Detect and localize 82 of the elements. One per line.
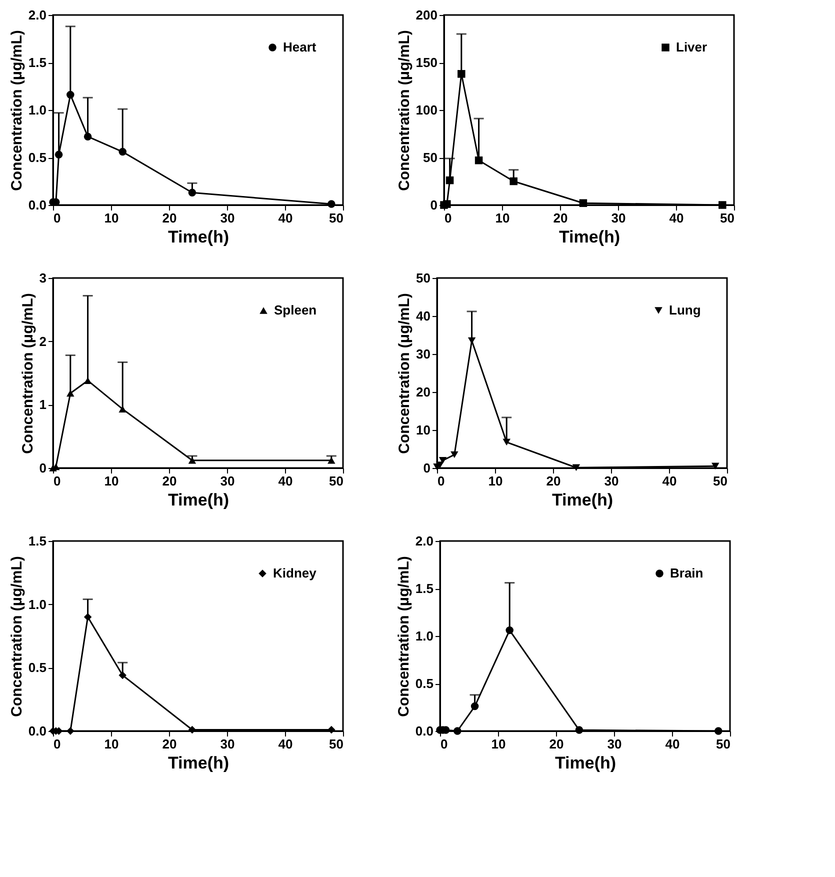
x-tick-label: 40 [662, 474, 677, 488]
y-tick-label: 1.5 [415, 581, 434, 596]
y-tick-label: 0.5 [415, 676, 434, 691]
y-axis-title: Concentration (μg/mL) [396, 293, 414, 454]
y-tick-label: 0 [423, 460, 430, 476]
x-tick-label: 10 [491, 736, 506, 752]
legend-label: Lung [669, 302, 701, 318]
y-tick-label: 200 [416, 8, 438, 22]
x-tick-label: 30 [220, 210, 235, 226]
legend-label: Brain [670, 566, 704, 580]
y-tick-label: 50 [423, 150, 438, 165]
x-axis-title: Time(h) [552, 490, 614, 510]
y-tick-label: 1.5 [28, 55, 46, 70]
y-tick-label: 30 [416, 346, 430, 362]
x-tick-label: 40 [278, 736, 293, 752]
x-tick-label: 10 [495, 210, 510, 226]
x-tick-label: 50 [329, 736, 344, 752]
x-tick-label: 0 [440, 736, 448, 752]
x-tick-label: 50 [720, 210, 734, 226]
y-tick-label: 100 [416, 102, 438, 118]
x-tick-label: 50 [713, 474, 728, 488]
x-tick-label: 50 [329, 210, 344, 226]
x-axis-title: Time(h) [168, 490, 230, 510]
x-tick-label: 20 [162, 210, 177, 226]
x-tick-label: 0 [54, 210, 61, 226]
x-tick-label: 0 [54, 474, 61, 488]
x-tick-label: 20 [549, 736, 564, 752]
y-tick-label: 150 [416, 55, 438, 70]
legend-label: Heart [283, 40, 317, 54]
x-tick-label: 30 [220, 736, 235, 752]
y-axis-title: Concentration (μg/mL) [8, 556, 26, 717]
y-tick-label: 0 [39, 460, 46, 476]
y-axis-title: Concentration (μg/mL) [396, 30, 413, 191]
y-tick-label: 20 [416, 384, 430, 400]
y-tick-label: 1.0 [28, 596, 46, 612]
legend-label: Kidney [273, 566, 318, 580]
y-tick-label: 0.0 [28, 724, 46, 738]
x-tick-label: 50 [716, 736, 730, 752]
y-tick-label: 1.0 [28, 102, 46, 118]
y-tick-label: 0.5 [28, 660, 46, 676]
x-axis-title: Time(h) [558, 228, 620, 246]
x-axis-title: Time(h) [554, 754, 616, 772]
y-tick-label: 0.5 [28, 150, 46, 165]
x-tick-label: 40 [665, 736, 680, 752]
y-tick-label: 10 [416, 422, 430, 438]
x-tick-label: 20 [162, 736, 177, 752]
y-tick-label: 40 [416, 308, 430, 324]
x-tick-label: 40 [669, 210, 684, 226]
y-tick-label: 2.0 [28, 8, 46, 22]
x-tick-label: 30 [611, 210, 626, 226]
y-tick-label: 0 [430, 198, 438, 212]
x-tick-label: 10 [104, 736, 119, 752]
x-tick-label: 10 [104, 474, 119, 488]
x-tick-label: 0 [54, 736, 61, 752]
y-tick-label: 2.0 [415, 534, 434, 548]
y-tick-label: 1 [39, 397, 46, 412]
legend-label: Spleen [274, 302, 317, 318]
x-tick-label: 30 [604, 474, 619, 488]
y-tick-label: 0.0 [28, 198, 46, 212]
y-axis-title: Concentration (μg/mL) [8, 30, 26, 191]
x-tick-label: 10 [104, 210, 119, 226]
x-axis-title: Time(h) [168, 754, 230, 772]
x-tick-label: 20 [546, 474, 561, 488]
y-tick-label: 1.0 [415, 628, 434, 644]
x-tick-label: 40 [278, 474, 293, 488]
x-tick-label: 50 [329, 474, 344, 488]
x-tick-label: 30 [220, 474, 235, 488]
x-tick-label: 40 [278, 210, 293, 226]
legend-label: Liver [676, 40, 708, 54]
x-tick-label: 20 [162, 474, 177, 488]
y-tick-label: 0.0 [415, 724, 434, 738]
x-axis-title: Time(h) [168, 228, 230, 246]
x-tick-label: 30 [607, 736, 622, 752]
y-axis-title: Concentration (μg/mL) [19, 293, 36, 454]
y-tick-label: 3 [39, 270, 46, 286]
y-tick-label: 1.5 [28, 534, 46, 548]
y-axis-title: Concentration (μg/mL) [395, 556, 412, 717]
y-tick-label: 50 [416, 270, 430, 286]
x-tick-label: 0 [444, 210, 452, 226]
y-tick-label: 2 [39, 334, 46, 349]
x-tick-label: 20 [553, 210, 568, 226]
x-tick-label: 10 [488, 474, 503, 488]
